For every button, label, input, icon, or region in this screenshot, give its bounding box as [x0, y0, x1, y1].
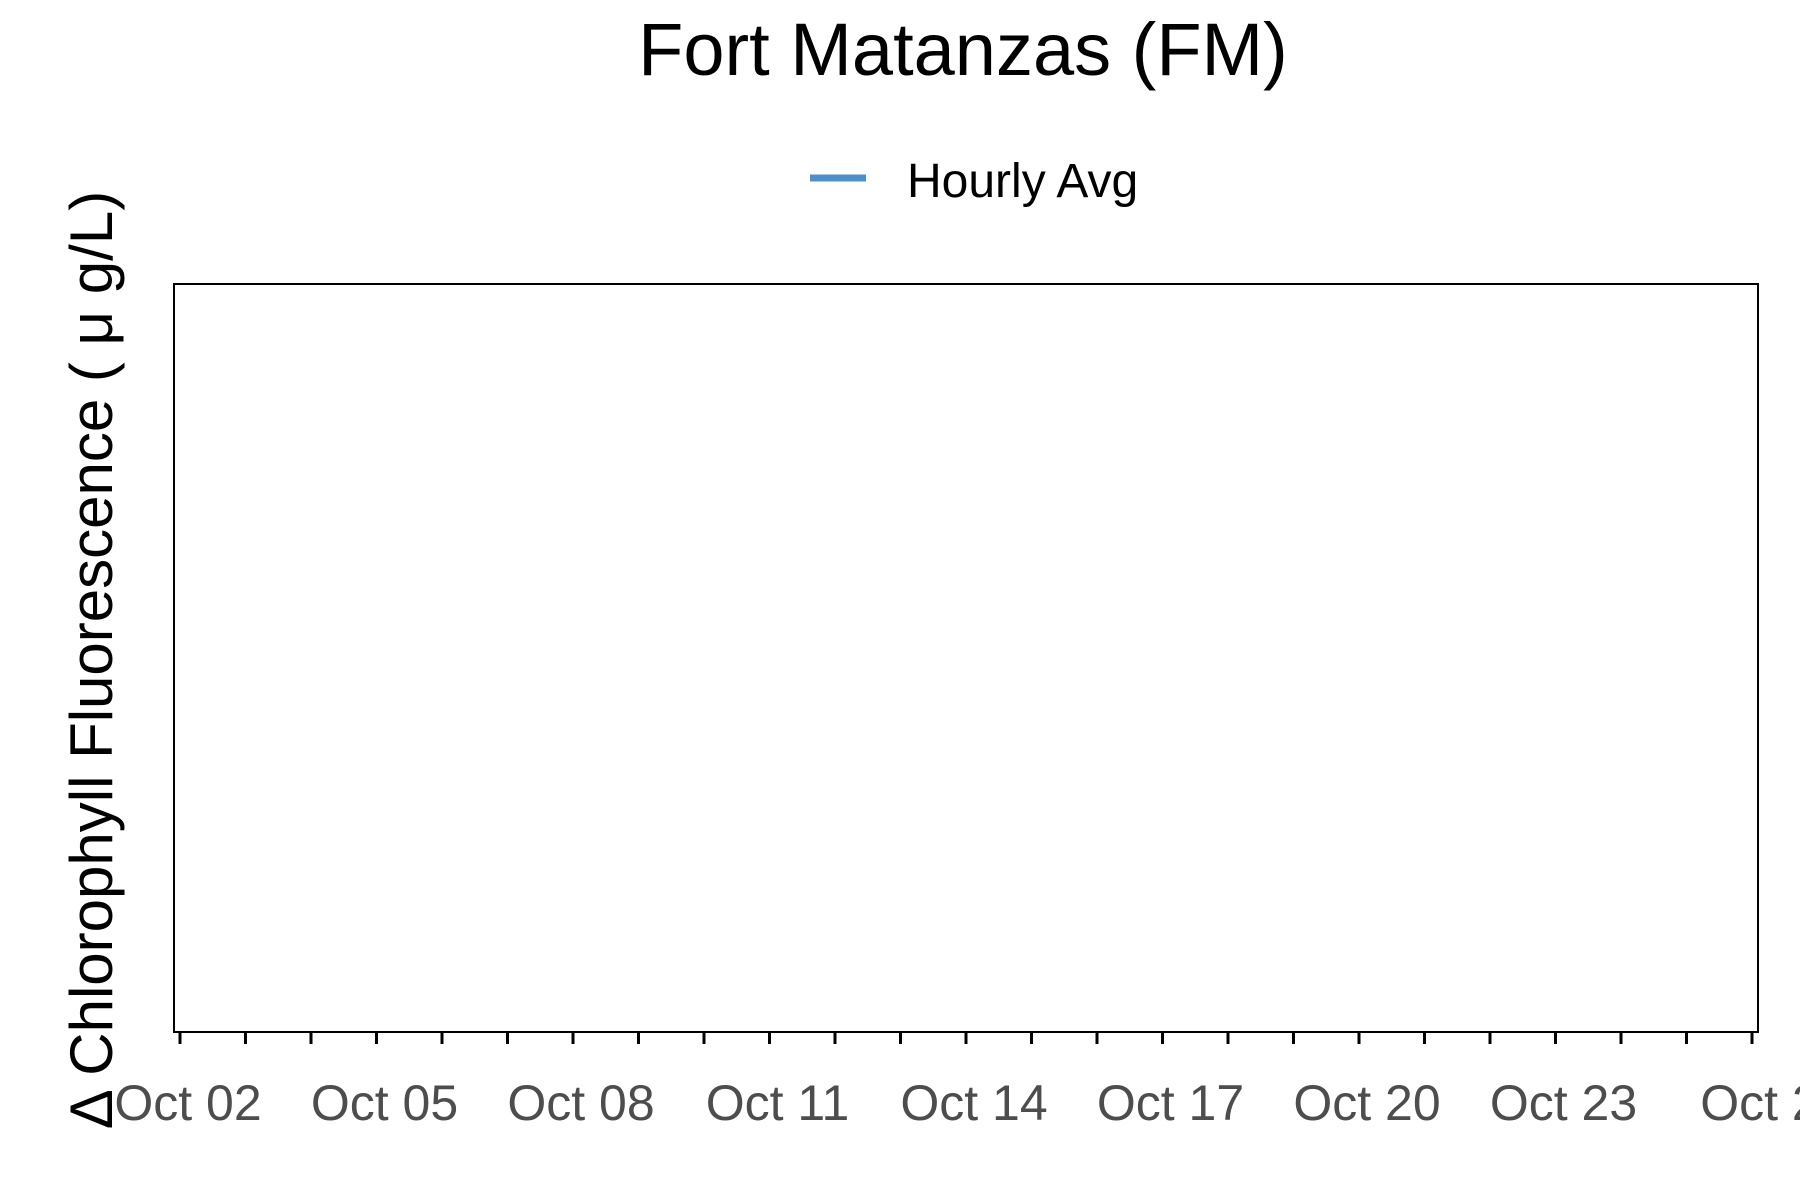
x-axis-ticks: [178, 1032, 1754, 1044]
chart-title: Fort Matanzas (FM): [638, 8, 1288, 91]
x-tick-label: Oct 11: [706, 1075, 850, 1131]
legend-label-hourly-avg: Hourly Avg: [907, 155, 1138, 208]
x-tick-label: Oct 02: [114, 1075, 261, 1131]
x-tick-label: Oct 05: [311, 1075, 458, 1131]
x-tick-label: Oct 20: [1293, 1075, 1440, 1131]
x-tick-label: Oct 14: [900, 1075, 1047, 1131]
x-tick-label: Oct 17: [1097, 1075, 1244, 1131]
x-tick-label: Oct 08: [507, 1075, 654, 1131]
x-tick-label: Oct 23: [1490, 1075, 1637, 1131]
x-tick-label: Oct 2: [1700, 1075, 1800, 1131]
plot-panel: [173, 283, 1759, 1033]
x-axis-tick-labels: Oct 02 Oct 05 Oct 08 Oct 11 Oct 14 Oct 17 Oct …: [114, 1075, 1800, 1131]
y-axis-label: Δ Chlorophyll Fluorescence ( μ g/L): [58, 191, 125, 1129]
legend: Hourly Avg: [810, 155, 1138, 208]
